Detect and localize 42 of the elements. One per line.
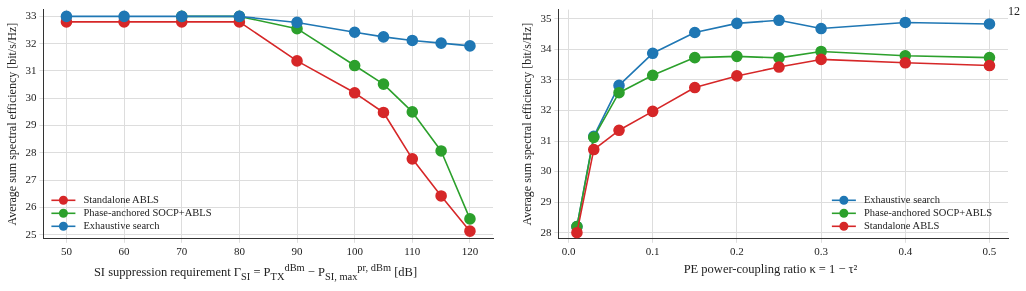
x-tick-label: 90 <box>291 245 304 258</box>
x-tick-label: 0.4 <box>898 245 913 258</box>
legend-label: Exhaustive search <box>83 220 161 232</box>
text: SI suppression requirement Γ$_{SI}$ = P$_{TX}$$^{dBm}$ − P$_{SI, max}$$^{pr, dBm}$ [dB] <box>93 262 418 282</box>
x-tick-label: 0.1 <box>645 245 660 258</box>
y-axis-title: Average sum spectral efficiency [bit/s/Hz] <box>520 22 535 226</box>
y-tick-label: 32 <box>25 36 37 49</box>
y-axis-title: Average sum spectral efficiency [bit/s/Hz] <box>5 22 20 226</box>
y-tick-label: 28 <box>25 145 37 158</box>
x-tick-label: 70 <box>176 245 188 258</box>
x-tick-label: 0.2 <box>730 245 744 258</box>
x-axis-title: PE power-coupling ratio κ = 1 − τ² <box>682 262 859 277</box>
y-tick-label: 29 <box>540 195 552 208</box>
y-tick-label: 34 <box>540 42 552 55</box>
x-tick-label: 0.5 <box>982 245 997 258</box>
x-tick-label: 0.0 <box>561 245 576 258</box>
y-tick-label: 30 <box>25 91 37 104</box>
y-tick-label: 35 <box>540 11 552 24</box>
annotation: 12 <box>1008 4 1020 19</box>
y-tick-label: 31 <box>25 63 37 76</box>
x-tick-label: 110 <box>404 245 421 258</box>
y-tick-label: 31 <box>540 133 552 146</box>
y-tick-label: 33 <box>25 9 37 22</box>
x-tick-label: 60 <box>118 245 131 258</box>
legend-label: Standalone ABLS <box>83 194 160 206</box>
legend-label: Standalone ABLS <box>863 220 940 232</box>
legend-label: Phase-anchored SOCP+ABLS <box>83 207 212 219</box>
x-tick-label: 0.3 <box>814 245 829 258</box>
legend-label: Phase-anchored SOCP+ABLS <box>863 207 993 219</box>
y-tick-label: 28 <box>540 225 552 238</box>
y-tick-label: 26 <box>25 200 37 213</box>
x-tick-label: 80 <box>233 245 246 258</box>
x-tick-label: 120 <box>461 245 479 258</box>
x-tick-label: 100 <box>346 245 364 258</box>
legend-label: Exhaustive search <box>863 194 941 206</box>
y-tick-label: 30 <box>540 164 552 177</box>
y-tick-label: 27 <box>25 173 37 186</box>
y-tick-label: 32 <box>540 103 552 116</box>
y-tick-label: 25 <box>25 227 37 240</box>
y-tick-label: 33 <box>540 72 552 85</box>
y-tick-label: 29 <box>25 118 37 131</box>
x-tick-label: 50 <box>60 245 73 258</box>
